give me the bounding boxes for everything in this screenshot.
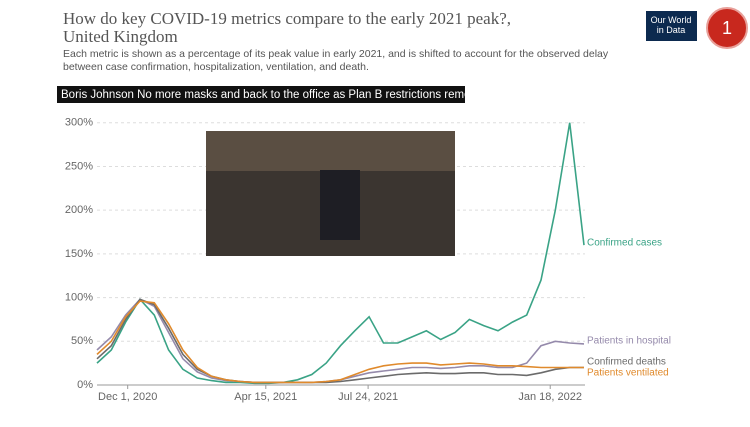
y-tick-label: 0% [77,379,93,391]
y-tick-label: 150% [65,248,93,260]
x-tick-label: Jul 24, 2021 [338,391,398,403]
video-scene [320,170,360,240]
series-label: Patients in hospital [587,336,671,347]
logo-box [646,11,697,41]
logo: Our World in Data [651,15,692,35]
banner: Boris Johnson No more masks and back to … [61,89,489,101]
x-tick-label: Jan 18, 2022 [518,391,582,403]
y-tick-label: 200% [65,204,93,216]
series-line [96,122,585,385]
video-scene [206,131,455,171]
series-label: Patients ventilated [587,368,669,379]
plot-area: 0% 50% 100% 150% 200% 250% 300% Dec 1, 2020 Apr … [65,117,671,403]
y-tick-label: 300% [65,117,93,129]
series-label: Confirmed cases [587,238,662,249]
series-line [96,298,584,384]
x-tick-label: Dec 1, 2020 [98,391,157,403]
x-tick-label: Apr 15, 2021 [234,391,297,403]
chart-subtitle: Each metric is shown as a percentage of … [63,48,609,73]
series-label: Confirmed deaths [587,357,666,368]
series-line [96,300,584,384]
chart-title: How do key COVID-19 metrics compare to t… [63,9,511,46]
y-tick-label: 50% [71,335,93,347]
y-tick-label: 100% [65,291,93,303]
y-tick-label: 250% [65,160,93,172]
badge[interactable] [706,7,748,49]
badge-label: 1 [722,18,732,38]
banner-box [57,86,465,103]
